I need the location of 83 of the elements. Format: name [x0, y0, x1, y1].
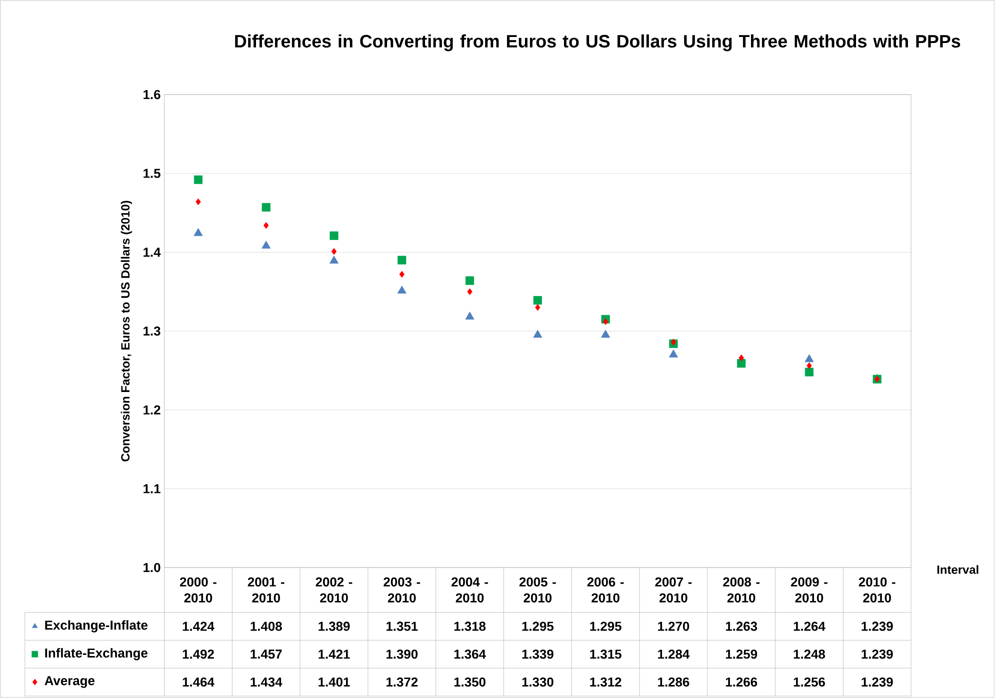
y-tick-label: 1.2	[144, 405, 160, 414]
x-tick-label: 2010 - 2010	[858, 577, 896, 602]
y-tick-label: 1.1	[144, 484, 160, 494]
point	[804, 368, 814, 376]
y-tick-label: 1.0	[144, 562, 160, 572]
data-label: 1.421	[318, 650, 350, 659]
x-tick-label: 2008 - 2010	[723, 577, 760, 602]
data-label: 1.350	[454, 677, 486, 687]
point	[399, 270, 404, 278]
data-label: 1.408	[250, 622, 282, 631]
x-tick-label: 2007 - 2010	[655, 577, 692, 602]
point	[196, 198, 201, 206]
data-label: 1.239	[862, 677, 893, 687]
data-label: 1.259	[726, 650, 758, 659]
data-label: 1.315	[590, 650, 622, 659]
point	[331, 248, 337, 255]
point	[601, 330, 610, 338]
data-label: 1.239	[862, 650, 893, 659]
data-label: 1.372	[386, 677, 418, 687]
data-label: 1.264	[794, 622, 826, 631]
data-label: 1.248	[794, 650, 826, 659]
point	[194, 228, 203, 236]
data-label: 1.401	[318, 677, 350, 687]
point	[466, 276, 474, 285]
x-tick-label: 2000 - 2010	[180, 577, 216, 602]
chart-title: Differences in Converting from Euros to US Dollars Using Three Methods with PPPs	[235, 34, 960, 52]
point	[465, 312, 474, 320]
x-tick-label: 2002 - 2010	[316, 577, 352, 602]
point	[264, 222, 269, 229]
data-label: 1.424	[182, 622, 214, 631]
point	[535, 304, 540, 311]
data-label: 1.434	[250, 677, 282, 687]
x-tick-label: 2001 - 2010	[248, 577, 284, 602]
y-tick-label: 1.4	[144, 248, 161, 257]
data-label: 1.295	[522, 622, 554, 631]
data-label: 1.492	[182, 650, 214, 659]
data-label: 1.351	[386, 622, 418, 631]
legend-label: Inflate-Exchange	[45, 648, 148, 660]
data-label: 1.284	[658, 650, 690, 659]
x-axis-title: Interval	[937, 565, 978, 574]
data-label: 1.318	[454, 622, 486, 631]
x-tick-label: 2003 - 2010	[384, 577, 420, 602]
data-label: 1.266	[726, 677, 758, 687]
point	[330, 256, 339, 264]
data-label: 1.263	[726, 622, 758, 631]
y-tick-label: 1.3	[144, 326, 160, 336]
y-tick-label: 1.6	[144, 90, 160, 100]
point	[806, 362, 812, 370]
point	[397, 286, 406, 294]
data-label: 1.256	[794, 677, 825, 687]
y-tick-label: 1.5	[144, 168, 160, 178]
point	[737, 359, 746, 368]
data-label: 1.270	[658, 622, 690, 631]
point	[804, 354, 814, 362]
data-label: 1.330	[522, 677, 554, 687]
data-label: 1.295	[590, 622, 622, 631]
point	[668, 350, 678, 358]
data-label: 1.464	[182, 677, 214, 687]
x-tick-label: 2004 - 2010	[452, 577, 488, 602]
point	[194, 175, 203, 184]
y-axis-title: Conversion Factor, Euros to US Dollars (2010)	[120, 200, 132, 462]
data-label: 1.339	[522, 650, 554, 659]
data-label: 1.457	[250, 650, 282, 659]
point	[262, 203, 270, 212]
point	[533, 330, 542, 338]
data-label: 1.286	[658, 677, 690, 687]
point	[467, 288, 472, 296]
point	[670, 338, 676, 346]
point	[330, 231, 338, 240]
legend-label: Average	[44, 676, 95, 688]
data-label: 1.389	[318, 622, 350, 631]
data-label: 1.364	[454, 650, 486, 659]
data-label: 1.390	[386, 650, 418, 659]
data-label: 1.312	[590, 677, 622, 687]
point	[398, 256, 406, 264]
x-tick-label: 2006 - 2010	[587, 577, 624, 602]
data-label: 1.239	[862, 622, 893, 631]
point	[533, 296, 542, 305]
point	[602, 318, 608, 326]
legend-label: Exchange-Inflate	[45, 620, 148, 632]
x-tick-label: 2009 - 2010	[790, 577, 828, 602]
point	[262, 240, 271, 249]
x-tick-label: 2005 - 2010	[519, 577, 556, 602]
